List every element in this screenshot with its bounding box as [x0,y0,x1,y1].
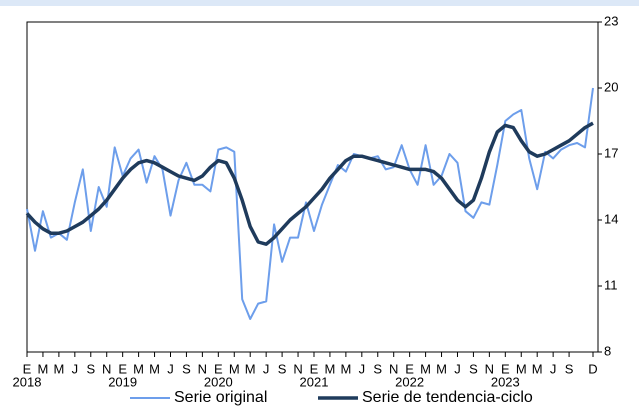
x-tick-label: D [588,361,597,376]
y-tick-label: 11 [604,277,618,292]
legend-label: Serie original [174,389,267,406]
x-tick-label: M [532,361,543,376]
y-tick-label: 20 [604,79,618,94]
x-tick-label: S [86,361,95,376]
x-tick-label: M [53,361,64,376]
x-tick-label: J [167,361,174,376]
y-tick-label: 14 [604,211,618,226]
x-tick-label: S [373,361,382,376]
x-tick-label: J [263,361,270,376]
x-tick-label: M [340,361,351,376]
x-tick-label: J [359,361,366,376]
x-tick-label: M [436,361,447,376]
x-tick-label: E [214,361,223,376]
plot-frame [26,21,599,353]
x-tick-label: M [229,361,240,376]
x-tick-label: J [550,361,557,376]
x-tick-label: E [310,361,319,376]
x-tick-label: E [501,361,510,376]
x-tick-label: N [198,361,207,376]
y-tick-label: 17 [604,145,618,160]
year-label: 2022 [395,374,424,389]
x-tick-label: E [118,361,127,376]
x-tick-label: S [182,361,191,376]
x-tick-label: E [405,361,414,376]
x-tick-label: M [133,361,144,376]
x-tick-label: M [516,361,527,376]
legend-label: Serie de tendencia-ciclo [362,389,533,406]
x-tick-label: J [454,361,461,376]
x-tick-label: N [293,361,302,376]
title-band [0,0,639,6]
series-line [26,87,594,320]
x-tick-label: N [485,361,494,376]
x-tick-label: M [149,361,160,376]
y-tick-label: 8 [604,343,611,358]
x-tick-label: J [72,361,79,376]
x-tick-label: S [278,361,287,376]
year-label: 2019 [108,374,137,389]
year-label: 2021 [300,374,329,389]
x-tick-label: M [38,361,49,376]
y-tick-label: 23 [604,13,618,28]
year-label: 2020 [204,374,233,389]
x-tick-label: E [23,361,32,376]
x-tick-label: S [565,361,574,376]
x-tick-label: S [469,361,478,376]
x-tick-label: M [420,361,431,376]
year-label: 2023 [491,374,520,389]
series-line [25,121,594,246]
year-label: 2018 [13,374,42,389]
x-tick-label: N [102,361,111,376]
x-tick-label: M [245,361,256,376]
x-tick-label: M [325,361,336,376]
x-tick-label: N [389,361,398,376]
